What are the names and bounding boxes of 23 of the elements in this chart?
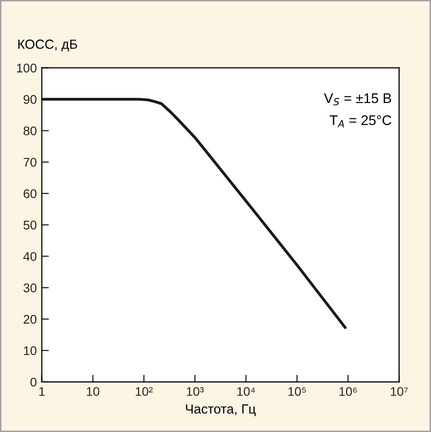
x-tick-label: 10⁵ [288,387,306,396]
x-tick-label: 10⁷ [390,387,408,396]
annotation: T$_{A}$ = 25°C [330,115,392,128]
x-axis-title: Частота, Гц [186,404,256,416]
x-tick-label: 10⁶ [339,387,357,396]
y-tick-label: 0 [30,378,36,387]
y-tick-label: 40 [23,252,36,261]
x-tick-label: 10³ [186,387,204,396]
y-tick-label: 80 [24,126,36,136]
x-tick-label: 10² [136,387,153,396]
y-axis-title: КОСС, дБ [18,40,78,52]
y-tick-label: 10 [24,346,36,356]
y-tick-label: 70 [24,158,36,167]
x-tick-label: 10⁴ [237,387,255,396]
y-tick-label: 60 [24,189,36,198]
annotation: V$_{S}$ = ±15 В [324,93,392,106]
y-tick-label: 20 [24,314,36,324]
y-tick-label: 100 [17,64,36,72]
y-tick-label: 90 [24,95,36,104]
y-tick-label: 30 [24,283,36,292]
y-tick-label: 50 [24,220,36,230]
x-tick-label: 1 [39,387,45,396]
x-tick-label: 10 [86,387,100,396]
